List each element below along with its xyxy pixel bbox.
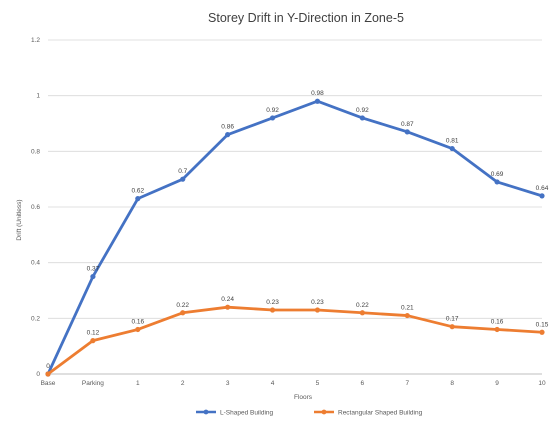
data-label: 0.87 <box>401 121 414 128</box>
data-label: 0.23 <box>311 299 324 306</box>
data-label: 0.16 <box>491 318 504 325</box>
data-point <box>404 312 410 319</box>
data-label: 0.24 <box>221 296 234 303</box>
x-axis-ticks: Base Parking 1 2 3 4 5 6 7 8 9 10 <box>41 380 546 387</box>
data-label: 0.12 <box>87 330 100 337</box>
x-tick-label: 7 <box>405 380 409 387</box>
data-label: 0.7 <box>178 168 187 175</box>
legend-swatch-marker <box>321 409 327 415</box>
x-tick-label: 6 <box>361 380 365 387</box>
data-point <box>135 326 141 333</box>
x-tick-label: 3 <box>226 380 230 387</box>
data-point <box>539 193 545 199</box>
x-tick-label: 9 <box>495 380 499 387</box>
data-label: 0.16 <box>131 318 144 325</box>
data-label: 0.37 <box>87 266 100 273</box>
x-axis-title: Floors <box>294 394 313 401</box>
data-label: 0.15 <box>536 321 549 328</box>
data-point <box>449 145 455 152</box>
legend-label: Rectangular Shaped Building <box>338 410 423 417</box>
data-label: 0.21 <box>401 305 414 312</box>
legend-swatch-marker <box>203 409 209 415</box>
data-label: 0.22 <box>176 302 189 309</box>
y-tick-label: 0 <box>36 371 40 378</box>
data-point <box>180 176 186 182</box>
y-tick-label: 0.4 <box>31 260 40 267</box>
data-point <box>314 98 321 104</box>
data-label: 0.23 <box>266 299 279 306</box>
data-point <box>359 310 365 316</box>
data-point <box>225 304 231 310</box>
data-point <box>225 132 231 138</box>
legend: L-Shaped Building Rectangular Shaped Buil… <box>196 410 423 417</box>
y-axis-title: Drift (Unitless) <box>16 199 23 240</box>
gridlines <box>48 39 542 375</box>
series-group: 0 0.37 0.62 0.7 0.86 0.92 0.98 0.92 0.87 0.81 0.69… <box>45 90 549 377</box>
x-tick-label: 1 <box>136 380 140 387</box>
data-point <box>135 196 141 202</box>
data-point <box>359 115 365 121</box>
series-1: 0.12 0.16 0.22 0.24 0.23 0.23 0.22 0.21 0.17 0.16… <box>45 296 549 377</box>
data-point <box>494 179 500 185</box>
data-point <box>269 307 276 313</box>
data-label: 0.92 <box>266 107 279 114</box>
data-label: 0.98 <box>311 90 324 97</box>
x-tick-label: 10 <box>538 380 546 387</box>
y-tick-label: 0.6 <box>31 204 40 211</box>
series-0: 0 0.37 0.62 0.7 0.86 0.92 0.98 0.92 0.87 0.81 0.69… <box>45 90 549 377</box>
data-point <box>180 310 186 316</box>
data-label: 0.64 <box>536 185 549 192</box>
x-tick-label: Parking <box>82 380 104 387</box>
legend-item-1: Rectangular Shaped Building <box>314 410 423 417</box>
y-tick-label: 0.8 <box>31 148 40 155</box>
series-line-1 <box>47 305 543 376</box>
data-label: 0.86 <box>221 124 234 131</box>
data-point <box>45 371 51 377</box>
legend-label: L-Shaped Building <box>220 410 274 417</box>
chart-title: Storey Drift in Y-Direction in Zone-5 <box>208 11 404 25</box>
data-point <box>449 324 455 330</box>
y-axis-ticks: 0 0.2 0.4 0.6 0.8 1 1.2 <box>31 37 40 378</box>
data-point <box>90 338 96 344</box>
data-label: 0.62 <box>131 188 144 195</box>
legend-item-0: L-Shaped Building <box>196 410 274 417</box>
data-label: 0.81 <box>446 138 459 145</box>
x-tick-label: 4 <box>271 380 275 387</box>
y-tick-label: 1.2 <box>31 37 40 44</box>
data-point <box>90 273 96 280</box>
data-point <box>404 129 410 135</box>
data-label: 0.17 <box>446 316 459 323</box>
y-tick-label: 1 <box>36 93 40 100</box>
data-point <box>269 115 276 121</box>
x-tick-label: 5 <box>316 380 320 387</box>
data-label: 0.92 <box>356 107 369 114</box>
y-tick-label: 0.2 <box>31 315 40 322</box>
data-point <box>539 329 545 335</box>
x-tick-label: 2 <box>181 380 185 387</box>
x-tick-label: Base <box>41 380 56 387</box>
data-label: 0 <box>46 363 50 370</box>
x-tick-label: 8 <box>450 380 454 387</box>
data-point <box>314 307 321 313</box>
series-line-0 <box>46 99 543 375</box>
data-label: 0.69 <box>491 171 504 178</box>
data-point <box>494 326 500 333</box>
data-label: 0.22 <box>356 302 369 309</box>
